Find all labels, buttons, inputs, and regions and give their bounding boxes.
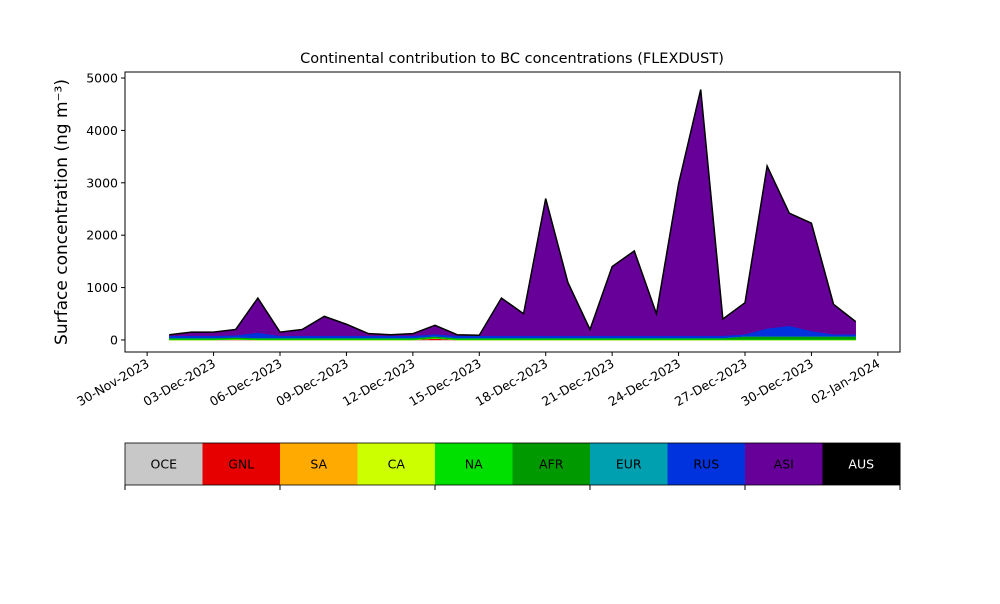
legend-label: ASI (774, 457, 794, 472)
legend-label: GNL (228, 457, 254, 472)
colorbar-swatch (667, 443, 746, 485)
legend-label: OCE (151, 457, 178, 472)
legend-label: RUS (693, 457, 719, 472)
x-tick-label: 03-Dec-2023 (140, 356, 218, 409)
colorbar-frame (124, 442, 901, 486)
x-tick-label: 15-Dec-2023 (406, 356, 484, 409)
x-tick-label: 21-Dec-2023 (539, 356, 617, 409)
chart-title: Continental contribution to BC concentra… (300, 51, 724, 67)
colorbar-swatch (125, 443, 203, 485)
colorbar-swatch (512, 443, 591, 485)
x-tick-label: 12-Dec-2023 (340, 356, 418, 409)
x-tick-label: 30-Nov-2023 (74, 356, 151, 409)
y-tick-label: 3000 (86, 175, 118, 190)
legend-label: AUS (848, 457, 874, 472)
legend-label: NA (465, 457, 483, 472)
x-tick-label: 30-Dec-2023 (738, 356, 816, 409)
y-tick-label: 5000 (86, 71, 118, 86)
y-tick-label: 2000 (86, 228, 118, 243)
y-tick-label: 1000 (86, 280, 118, 295)
legend-label: SA (310, 457, 327, 472)
x-tick-label: 24-Dec-2023 (605, 356, 683, 409)
y-axis-label: Surface concentration (ng m⁻³) (52, 79, 72, 345)
x-tick-label: 02-Jan-2024 (808, 356, 882, 407)
legend-label: AFR (539, 457, 564, 472)
x-tick-label: 27-Dec-2023 (672, 356, 750, 409)
x-tick-label: 06-Dec-2023 (207, 356, 285, 409)
legend-label: EUR (616, 457, 642, 472)
x-tick-label: 18-Dec-2023 (473, 356, 551, 409)
plot-frame (124, 71, 901, 353)
colorbar-swatch (745, 443, 823, 485)
colorbar-swatch (590, 443, 668, 485)
legend-label: CA (388, 457, 406, 472)
area (169, 89, 856, 337)
y-tick-label: 0 (110, 332, 118, 347)
colorbar-swatch (280, 443, 358, 485)
x-tick-label: 09-Dec-2023 (273, 356, 351, 409)
colorbar-swatch (357, 443, 436, 485)
colorbar-swatch (822, 443, 901, 485)
area (169, 89, 857, 337)
y-tick-label: 4000 (86, 123, 118, 138)
colorbar-swatch (435, 443, 513, 485)
colorbar-ticks (124, 485, 901, 490)
colorbar-swatch (202, 443, 281, 485)
